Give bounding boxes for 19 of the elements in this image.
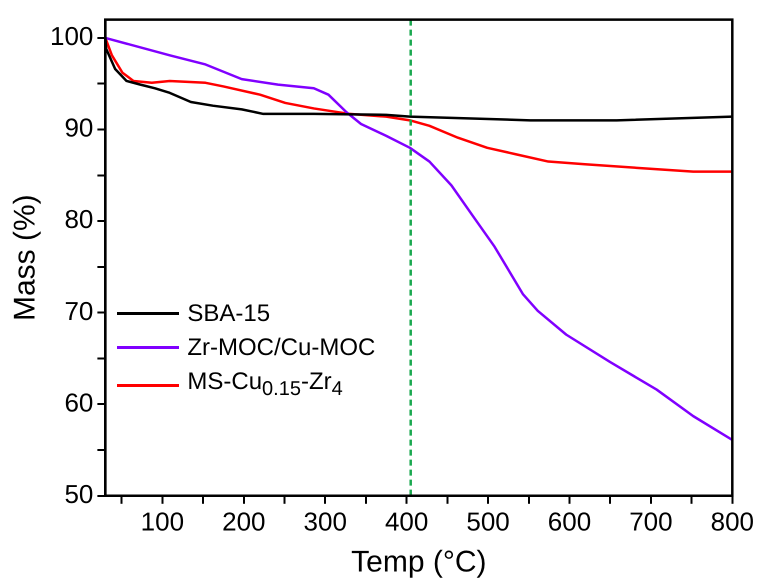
y-tick-label: 60	[64, 387, 94, 418]
x-tick-label: 500	[466, 506, 510, 537]
legend-label: SBA-15	[187, 298, 270, 329]
y-tick-label: 70	[64, 296, 94, 326]
legend-label: MS-Cu$_{0.15}$-Zr$_{4}$	[187, 366, 343, 402]
x-tick-label: 800	[710, 506, 754, 537]
y-tick-label: 50	[64, 478, 94, 509]
legend-label: Zr-MOC/Cu-MOC	[187, 332, 376, 363]
x-tick-label: 100	[140, 506, 184, 537]
x-axis-title: Temp (°C)	[351, 545, 487, 578]
y-tick-label: 80	[64, 204, 94, 234]
y-tick-label: 90	[64, 112, 94, 143]
x-tick-label: 700	[629, 506, 673, 537]
x-tick-label: 300	[304, 506, 347, 537]
x-tick-label: 600	[548, 506, 592, 537]
x-tick-label: 200	[222, 506, 266, 537]
y-tick-label: 100	[50, 21, 94, 52]
y-axis-title: Mass (%)	[8, 194, 42, 322]
x-tick-label: 400	[384, 506, 428, 537]
